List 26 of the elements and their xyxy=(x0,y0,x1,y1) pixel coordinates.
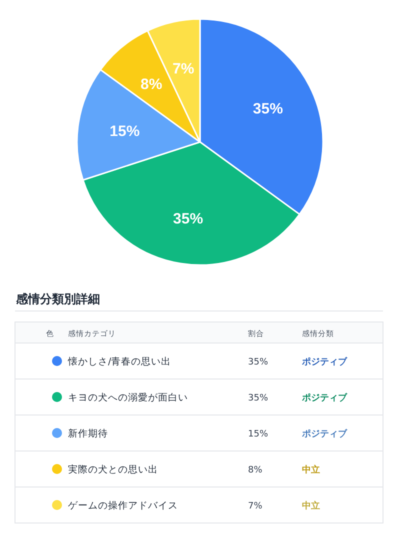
text: 7% xyxy=(248,502,262,512)
text: 中立 xyxy=(302,500,320,512)
data-label: 15% xyxy=(110,123,140,140)
text: 中立 xyxy=(302,464,320,476)
data-label: 8% xyxy=(140,76,162,94)
legend-label: 新作期待 xyxy=(68,428,108,440)
legend-label: 実際の犬との思い出 xyxy=(68,464,158,476)
text: ポジティブ xyxy=(301,356,348,368)
text: 35% xyxy=(248,358,268,368)
data-label: 7% xyxy=(172,60,194,78)
text: 35% xyxy=(248,394,268,404)
text: 感情分類別詳細 xyxy=(15,292,100,306)
legend-label: ゲームの操作アドバイス xyxy=(68,500,178,512)
text: 8% xyxy=(248,466,262,476)
text: ポジティブ xyxy=(301,392,348,404)
legend-item: 新作期待 xyxy=(52,428,108,440)
legend-item: ゲームの操作アドバイス xyxy=(52,500,178,512)
legend-label: キヨの犬への溺愛が面白い xyxy=(68,392,188,404)
text: ポジティブ xyxy=(301,428,348,440)
text: 15% xyxy=(248,430,268,440)
data-label: 35% xyxy=(173,210,204,228)
legend-item: 実際の犬との思い出 xyxy=(52,464,158,476)
legend-label: 懐かしさ/青春の思い出 xyxy=(67,356,172,368)
legend-item: 懐かしさ/青春の思い出 xyxy=(52,356,172,368)
data-label: 35% xyxy=(252,100,283,118)
legend-item: キヨの犬への溺愛が面白い xyxy=(52,392,188,404)
